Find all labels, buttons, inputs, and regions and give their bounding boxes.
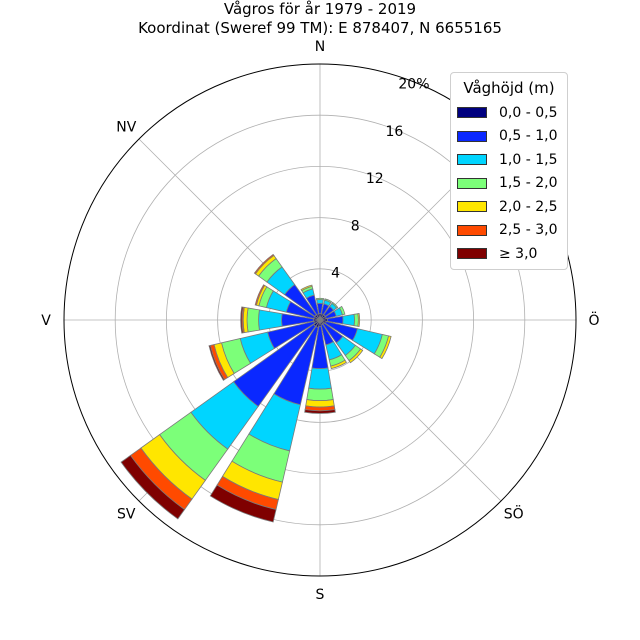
bar-segment-SV-6 xyxy=(120,454,186,520)
legend-label: ≥ 3,0 xyxy=(499,245,538,262)
legend-item: 1,5 - 2,0 xyxy=(451,172,567,196)
legend-label: 1,5 - 2,0 xyxy=(499,175,558,192)
legend-swatch xyxy=(457,154,487,166)
bar-segment-SSV-6 xyxy=(209,484,277,523)
direction-label: SV xyxy=(117,507,136,523)
bar-segment-NNO-3 xyxy=(324,298,333,304)
legend-item: 0,5 - 1,0 xyxy=(451,125,567,149)
direction-label: N xyxy=(315,39,325,55)
bar-segment-Ö-2 xyxy=(342,313,355,327)
radial-tick-label: 4 xyxy=(331,266,340,282)
direction-label: V xyxy=(41,313,51,329)
bar-segment-NV-5 xyxy=(253,253,275,275)
legend-label: 2,5 - 3,0 xyxy=(499,222,558,239)
radial-tick-label: 20% xyxy=(398,76,429,92)
legend: Våghöjd (m) 0,0 - 0,5 0,5 - 1,0 1,0 - 1,5 1… xyxy=(450,72,568,270)
bar-segment-NNV-4 xyxy=(300,284,313,292)
grid-ring xyxy=(114,114,526,526)
bar-segment-NO-3 xyxy=(331,301,339,309)
legend-swatch xyxy=(457,177,487,189)
grid-ring xyxy=(217,217,423,423)
radial-tick-label: 16 xyxy=(385,124,403,140)
legend-item: 2,5 - 3,0 xyxy=(451,219,567,243)
bar-segment-N-3 xyxy=(315,297,325,301)
legend-swatch xyxy=(457,201,487,213)
direction-label: SÖ xyxy=(504,505,524,523)
bar-segment-V-2 xyxy=(258,309,283,331)
windrose-bars xyxy=(120,253,392,523)
legend-item: 0,0 - 0,5 xyxy=(451,101,567,125)
legend-swatch xyxy=(457,224,487,236)
radial-tick-label: 12 xyxy=(366,171,384,187)
outer-ring xyxy=(63,63,577,577)
bar-segment-S-3 xyxy=(306,387,334,402)
direction-label: Ö xyxy=(588,311,599,329)
chart-title: Vågros för år 1979 - 2019 xyxy=(223,0,417,18)
legend-label: 1,0 - 1,5 xyxy=(499,151,558,168)
legend-title: Våghöjd (m) xyxy=(463,79,555,97)
bar-segment-S-4 xyxy=(305,399,335,408)
legend-label: 0,5 - 1,0 xyxy=(499,128,558,145)
bar-segment-SÖ-4 xyxy=(348,348,364,364)
legend-item: 2,0 - 2,5 xyxy=(451,195,567,219)
legend-swatch xyxy=(457,130,487,142)
legend-item: ≥ 3,0 xyxy=(451,242,567,266)
bar-segment-S-6 xyxy=(304,409,336,414)
bar-segment-SSO-4 xyxy=(330,359,347,370)
bar-segment-VNV-5 xyxy=(254,284,266,306)
grid-ring xyxy=(165,165,475,475)
bar-segment-VSV-6 xyxy=(208,344,225,381)
legend-label: 0,0 - 0,5 xyxy=(499,104,558,121)
legend-swatch xyxy=(457,107,487,119)
radial-tick-label: 8 xyxy=(351,218,360,234)
bar-segment-N-2 xyxy=(316,299,324,305)
bar-segment-V-3 xyxy=(246,307,260,333)
direction-label: S xyxy=(316,587,325,603)
chart-subtitle: Koordinat (Sweref 99 TM): E 878407, N 66… xyxy=(138,19,502,37)
bar-segment-ONO-3 xyxy=(338,305,346,316)
legend-item: 1,0 - 1,5 xyxy=(451,148,567,172)
bar-segment-OSO-4 xyxy=(379,335,392,360)
bar-segment-Ö-4 xyxy=(357,313,361,327)
bar-segment-V-6 xyxy=(240,306,244,334)
legend-label: 2,0 - 2,5 xyxy=(499,198,558,215)
legend-swatch xyxy=(457,248,487,260)
bar-segment-S-2 xyxy=(308,367,332,390)
direction-label: NV xyxy=(116,119,136,135)
